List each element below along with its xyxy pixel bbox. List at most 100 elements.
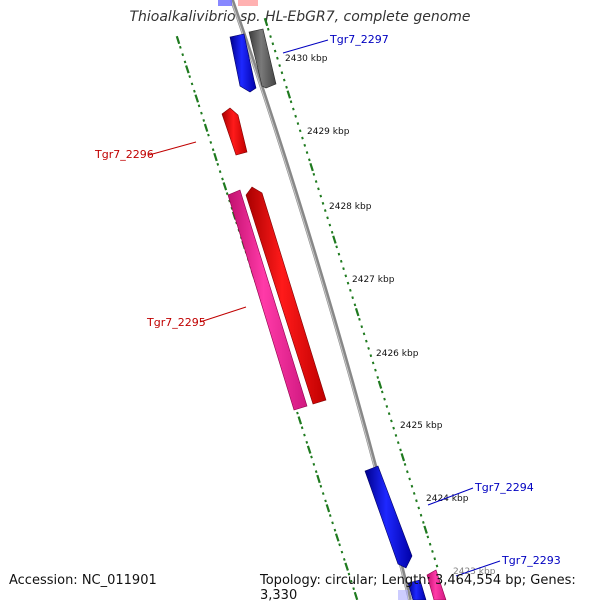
gene-label-tgr7-2297[interactable]: Tgr7_2297	[329, 33, 389, 46]
minor-tick	[225, 192, 229, 196]
minor-tick	[337, 252, 341, 256]
major-tick	[344, 562, 349, 571]
accession-text: Accession: NC_011901	[9, 573, 157, 588]
minor-tick	[340, 550, 344, 554]
minor-tick	[216, 162, 220, 166]
minor-tick	[417, 506, 421, 510]
minor-tick	[285, 85, 288, 89]
minor-tick	[406, 470, 409, 474]
kbp-label: 2426 kbp	[376, 349, 419, 359]
kbp-label: 2425 kbp	[400, 421, 443, 431]
minor-tick	[392, 426, 395, 430]
minor-tick	[399, 448, 402, 452]
minor-tick	[221, 177, 224, 181]
minor-tick	[197, 104, 201, 108]
minor-tick	[188, 75, 192, 79]
minor-tick	[303, 433, 306, 437]
minor-tick	[294, 114, 297, 118]
major-tick	[175, 35, 181, 45]
minor-tick	[321, 201, 325, 205]
feature-tgr7-2295[interactable]	[227, 189, 308, 411]
minor-tick	[358, 317, 361, 321]
minor-tick	[338, 543, 341, 547]
minor-tick	[308, 158, 311, 162]
minor-tick	[303, 143, 307, 147]
minor-tick	[190, 82, 194, 86]
minor-tick	[278, 64, 281, 67]
minor-tick	[403, 463, 407, 466]
kbp-label: 2424 kbp	[426, 494, 469, 504]
kbp-label: 2429 kbp	[307, 127, 350, 137]
minor-tick	[333, 528, 337, 532]
minor-tick	[346, 281, 350, 285]
major-tick	[213, 152, 218, 162]
minor-tick	[330, 230, 334, 234]
minor-tick	[412, 491, 416, 495]
major-tick	[203, 123, 209, 132]
minor-tick	[323, 209, 327, 212]
kbp-label: 2423 kbp	[453, 567, 496, 577]
leader-tgr7-2297	[282, 39, 329, 54]
minor-tick	[339, 259, 343, 263]
minor-tick	[347, 572, 351, 576]
minor-tick	[314, 180, 318, 183]
minor-tick	[310, 455, 313, 459]
minor-tick	[408, 477, 411, 481]
minor-tick	[211, 148, 215, 152]
feature-red-long[interactable]	[245, 186, 327, 405]
minor-tick	[374, 368, 377, 372]
minor-tick	[301, 136, 304, 140]
map-title: Thioalkalivibrio sp. HL-EbGR7, complete …	[129, 9, 471, 25]
feature-faded-bottom	[398, 590, 408, 600]
minor-tick	[202, 119, 206, 122]
minor-tick	[367, 346, 370, 350]
gene-label-tgr7-2294[interactable]: Tgr7_2294	[474, 481, 534, 494]
minor-tick	[344, 274, 348, 278]
minor-tick	[292, 107, 295, 111]
minor-tick	[328, 223, 332, 227]
minor-tick	[193, 89, 196, 93]
major-tick	[316, 474, 321, 484]
feature-faded-red-top	[238, 0, 258, 6]
major-tick	[309, 162, 314, 172]
minor-tick	[328, 514, 332, 517]
major-tick	[297, 416, 303, 425]
major-tick	[354, 307, 360, 317]
major-tick	[325, 504, 331, 513]
minor-tick	[207, 133, 210, 137]
feature-tgr7-2294[interactable]	[364, 465, 413, 569]
minor-tick	[335, 245, 338, 249]
minor-tick	[387, 412, 391, 416]
kbp-label: 2428 kbp	[329, 202, 372, 212]
kbp-label: 2430 kbp	[285, 54, 328, 64]
minor-tick	[273, 49, 277, 53]
feature-tgr7-2297[interactable]	[248, 28, 277, 89]
minor-tick	[319, 484, 323, 488]
gene-label-tgr7-2293[interactable]: Tgr7_2293	[501, 554, 561, 567]
feature-blue-bottom[interactable]	[407, 579, 427, 600]
feature-tgr7-2296[interactable]	[221, 107, 248, 156]
minor-tick	[433, 557, 437, 561]
minor-tick	[324, 499, 327, 503]
major-tick	[423, 525, 428, 534]
minor-tick	[282, 78, 286, 82]
minor-tick	[352, 587, 355, 591]
major-tick	[353, 591, 359, 600]
feature-tgr7-2293[interactable]	[426, 569, 447, 600]
minor-tick	[312, 462, 316, 466]
kbp-label-group: 2430 kbp 2429 kbp 2428 kbp 2427 kbp 2426…	[285, 54, 496, 577]
minor-tick	[314, 470, 318, 474]
minor-tick	[435, 564, 439, 568]
leader-tgr7-2295	[199, 306, 247, 323]
minor-tick	[353, 303, 357, 307]
minor-tick	[296, 122, 300, 125]
minor-tick	[300, 426, 304, 430]
gene-label-tgr7-2296[interactable]: Tgr7_2296	[94, 148, 154, 161]
feature-blue-top[interactable]	[229, 33, 257, 93]
minor-tick	[276, 56, 279, 60]
gene-label-tgr7-2295[interactable]: Tgr7_2295	[146, 316, 206, 329]
minor-tick	[218, 170, 222, 174]
major-tick	[332, 235, 337, 244]
minor-tick	[200, 111, 203, 115]
major-tick	[286, 90, 292, 99]
